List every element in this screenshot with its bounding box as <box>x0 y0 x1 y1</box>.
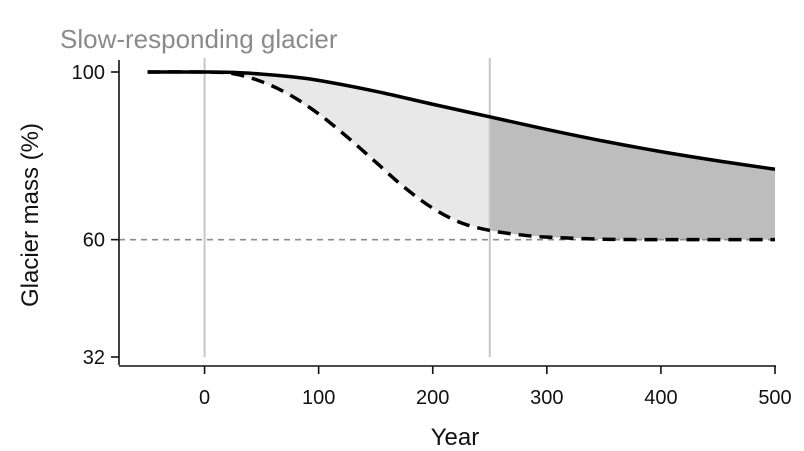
x-tick-label: 400 <box>644 387 677 409</box>
axes <box>118 60 776 367</box>
x-tick-label: 100 <box>302 387 335 409</box>
x-tick-label: 0 <box>199 387 210 409</box>
x-tick-label: 200 <box>416 387 449 409</box>
y-axis-label: Glacier mass (%) <box>17 123 44 307</box>
y-tick-label: 60 <box>83 230 105 252</box>
shaded-area-2 <box>489 116 775 240</box>
y-tick-label: 32 <box>83 347 105 369</box>
shaded-areas <box>204 72 775 240</box>
dashed-mass-line <box>147 70 775 242</box>
x-tick-label: 500 <box>758 387 791 409</box>
x-tick-label: 300 <box>530 387 563 409</box>
y-axis-ticks: 32 60 100 <box>72 62 119 369</box>
shaded-area-1 <box>204 72 490 231</box>
series-lines <box>147 70 776 242</box>
x-axis-ticks: 0 100 200 300 400 500 <box>199 366 792 409</box>
y-tick-label: 100 <box>72 62 105 84</box>
x-axis-label: Year <box>431 424 480 451</box>
reference-lines <box>119 58 775 357</box>
chart-title: Slow-responding glacier <box>60 24 338 54</box>
